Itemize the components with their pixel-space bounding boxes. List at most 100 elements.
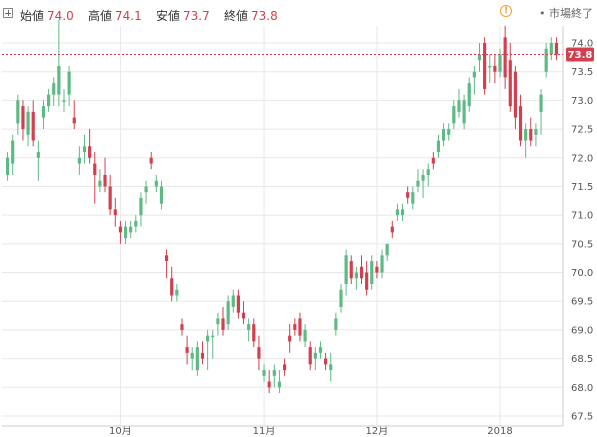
low-label: 安値 <box>156 9 181 23</box>
candle-body <box>180 324 184 330</box>
candle-body <box>123 226 128 239</box>
y-tick-label: 73.5 <box>571 67 593 78</box>
candle-body <box>426 169 430 175</box>
candle-body <box>241 312 246 319</box>
candle-body <box>113 209 117 216</box>
candle-body <box>508 60 512 107</box>
candle-body <box>21 106 25 130</box>
candle-body <box>216 318 220 325</box>
candle-body <box>277 381 282 388</box>
candle-body <box>26 111 30 135</box>
y-tick-label: 72.5 <box>571 125 593 136</box>
high-value: 74.1 <box>115 9 142 23</box>
y-tick-label: 68.0 <box>571 383 593 394</box>
candle-body <box>308 347 312 365</box>
ohlc-header: 始値 74.0 高値 74.1 安値 73.7 終値 73.8 ! • 市場終了 <box>0 0 597 26</box>
candle-body <box>41 106 46 118</box>
candle-body <box>11 140 15 164</box>
candle-body <box>344 255 348 285</box>
candle-body <box>272 370 276 376</box>
y-tick-label: 69.5 <box>571 297 593 308</box>
high-label: 高値 <box>88 9 113 23</box>
candle-body <box>134 220 138 227</box>
candle-body <box>170 278 174 296</box>
candle-body <box>339 289 343 307</box>
candle-body <box>534 129 538 135</box>
candle-body <box>67 71 71 95</box>
last-price-tag <box>566 47 594 62</box>
candle-body <box>82 146 87 153</box>
candle-body <box>236 295 240 313</box>
candle-body <box>513 71 517 118</box>
candle-body <box>524 129 528 141</box>
candle-body <box>149 157 153 164</box>
candle-body <box>252 324 256 342</box>
candle-body <box>247 324 251 330</box>
y-tick-label: 70.0 <box>571 268 593 279</box>
candle-body <box>365 272 369 290</box>
candle-body <box>349 261 353 279</box>
candle-body <box>303 329 307 342</box>
candle-body <box>359 266 364 279</box>
candle-body <box>467 83 471 107</box>
candle-body <box>52 83 56 95</box>
candle-body <box>483 43 487 89</box>
last-price-label: 73.8 <box>568 50 593 61</box>
candle-body <box>549 43 553 55</box>
candle-body <box>139 197 143 216</box>
candle-body <box>385 243 389 256</box>
candle-body <box>154 180 158 187</box>
candle-body <box>370 261 374 285</box>
y-tick-label: 74.0 <box>571 39 593 50</box>
candle-body <box>318 347 323 353</box>
open-readout: 始値 74.0 <box>20 7 74 24</box>
candle-body <box>57 65 61 95</box>
candle-body <box>354 272 358 279</box>
candle-body <box>103 174 107 187</box>
candle-body <box>416 180 420 187</box>
candle-body <box>334 318 338 330</box>
candle-body <box>190 352 194 359</box>
candle-body <box>129 226 133 233</box>
candle-body <box>406 192 410 198</box>
low-value: 73.7 <box>183 9 210 23</box>
candle-body <box>118 226 123 233</box>
candle-body <box>477 54 482 61</box>
candle-body <box>211 335 215 338</box>
candle-body <box>88 146 92 158</box>
candle-body <box>498 54 502 72</box>
candle-body <box>518 106 523 141</box>
y-tick-label: 70.5 <box>571 239 593 250</box>
candle-body <box>503 37 507 78</box>
x-tick-label: 10月 <box>109 425 132 437</box>
candle-body <box>293 324 297 330</box>
x-tick-label: 2018 <box>487 426 512 437</box>
candle-body <box>324 358 328 365</box>
info-icon[interactable]: ! <box>500 5 512 17</box>
candle-body <box>175 289 179 296</box>
expand-icon[interactable] <box>3 8 13 18</box>
candle-body <box>282 364 287 371</box>
candle-body <box>93 163 97 175</box>
candle-body <box>395 209 400 216</box>
candle-body <box>206 335 210 342</box>
candle-body <box>329 364 333 371</box>
candle-body <box>47 94 51 107</box>
candle-body <box>5 157 10 175</box>
close-value: 73.8 <box>251 9 278 23</box>
candle-body <box>452 106 456 124</box>
candle-body <box>554 43 559 55</box>
close-readout: 終値 73.8 <box>224 7 278 24</box>
candle-body <box>200 352 205 359</box>
candle-body <box>195 347 199 371</box>
market-status: • 市場終了 <box>539 7 593 20</box>
candle-body <box>488 65 492 68</box>
candle-body <box>144 186 148 193</box>
candle-body <box>98 180 102 187</box>
high-readout: 高値 74.1 <box>88 7 142 24</box>
y-tick-label: 73.0 <box>571 96 593 107</box>
x-tick-label: 11月 <box>253 425 276 437</box>
candle-body <box>313 352 317 359</box>
candle-body <box>267 381 271 388</box>
